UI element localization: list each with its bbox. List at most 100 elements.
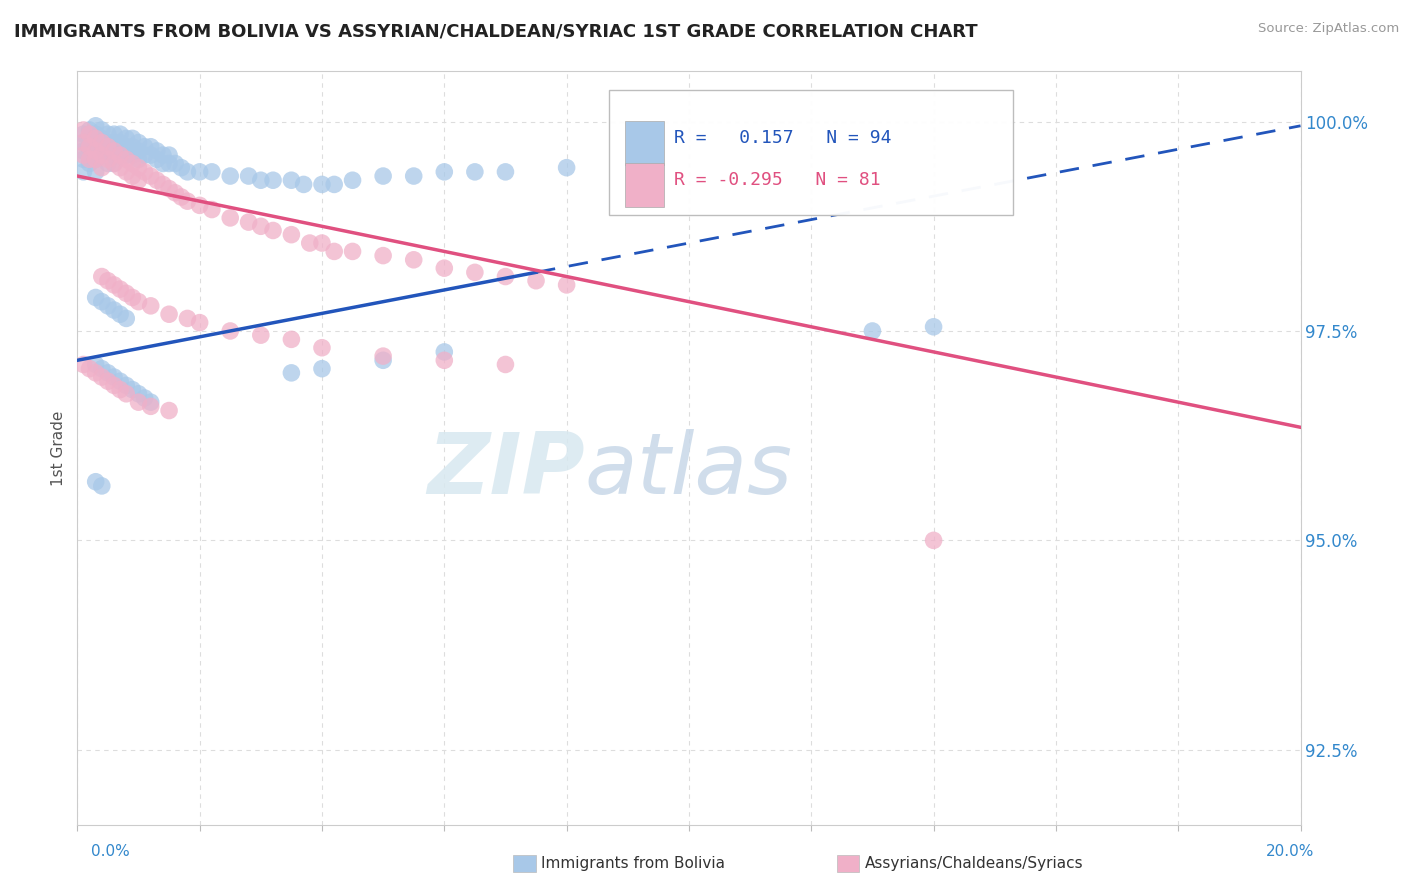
Text: ZIP: ZIP (427, 429, 585, 512)
Point (115, 165, 138, 179)
Point (97, 299, 120, 313)
Point (84, 153, 107, 167)
Point (139, 148, 162, 162)
Point (103, 378, 125, 392)
Point (323, 244, 346, 259)
Point (121, 169, 143, 183)
Point (524, 274, 547, 288)
Point (121, 140, 143, 154)
Point (84, 358, 107, 372)
Point (146, 144, 169, 158)
Point (555, 161, 578, 175)
Point (433, 261, 456, 276)
Point (298, 235, 321, 250)
Point (72, 148, 94, 162)
Point (139, 140, 162, 154)
Point (134, 140, 156, 154)
Point (121, 148, 143, 162)
Point (121, 291, 143, 305)
Point (201, 202, 224, 217)
Point (262, 173, 284, 187)
FancyBboxPatch shape (609, 90, 1014, 215)
Point (103, 277, 125, 292)
Point (90, 131, 112, 145)
Point (121, 131, 143, 145)
Point (342, 173, 364, 187)
Point (90, 161, 112, 175)
Point (90, 123, 112, 137)
Point (922, 533, 945, 548)
Point (97, 140, 120, 154)
Point (152, 178, 174, 192)
Point (79, 127, 101, 141)
Point (127, 153, 149, 167)
Point (72, 136, 94, 150)
Point (280, 366, 302, 380)
Point (311, 235, 333, 250)
Point (464, 165, 486, 179)
Point (238, 215, 260, 229)
Point (157, 156, 180, 170)
Point (108, 148, 131, 162)
Point (84, 131, 107, 145)
Point (250, 173, 273, 187)
Point (97, 136, 120, 150)
Point (292, 178, 315, 192)
Point (108, 307, 131, 321)
Point (103, 136, 125, 150)
Point (280, 332, 302, 346)
Point (90, 294, 112, 309)
Point (97, 127, 120, 141)
Point (152, 148, 174, 162)
Point (127, 136, 149, 150)
Point (311, 341, 333, 355)
Point (90, 370, 112, 384)
Point (121, 383, 143, 397)
Point (72, 144, 94, 158)
Point (371, 249, 394, 263)
Point (371, 349, 394, 363)
Point (79, 140, 101, 154)
Point (90, 148, 112, 162)
Point (201, 165, 224, 179)
Point (115, 311, 138, 326)
Text: IMMIGRANTS FROM BOLIVIA VS ASSYRIAN/CHALDEAN/SYRIAC 1ST GRADE CORRELATION CHART: IMMIGRANTS FROM BOLIVIA VS ASSYRIAN/CHAL… (14, 22, 977, 40)
Point (97, 366, 120, 380)
Point (90, 140, 112, 154)
Point (90, 148, 112, 162)
Point (219, 169, 242, 183)
Point (495, 358, 517, 372)
Point (280, 173, 302, 187)
Point (72, 358, 94, 372)
Point (139, 400, 162, 414)
Point (90, 361, 112, 376)
Point (433, 353, 456, 368)
Point (97, 156, 120, 170)
Text: Assyrians/Chaldeans/Syriacs: Assyrians/Chaldeans/Syriacs (865, 856, 1083, 871)
Point (79, 148, 101, 162)
Point (79, 140, 101, 154)
Point (79, 361, 101, 376)
Point (165, 156, 187, 170)
Point (84, 366, 107, 380)
Point (72, 165, 94, 179)
Point (103, 303, 125, 318)
Point (115, 153, 138, 167)
Point (170, 190, 193, 204)
Point (495, 269, 517, 284)
Point (84, 144, 107, 158)
Point (157, 148, 180, 162)
Point (219, 324, 242, 338)
Point (103, 144, 125, 158)
Point (139, 299, 162, 313)
Point (108, 136, 131, 150)
Point (152, 156, 174, 170)
Point (103, 127, 125, 141)
Point (165, 186, 187, 200)
Point (84, 119, 107, 133)
Point (139, 169, 162, 183)
Point (103, 144, 125, 158)
Point (555, 277, 578, 292)
Text: Immigrants from Bolivia: Immigrants from Bolivia (541, 856, 725, 871)
Point (103, 156, 125, 170)
